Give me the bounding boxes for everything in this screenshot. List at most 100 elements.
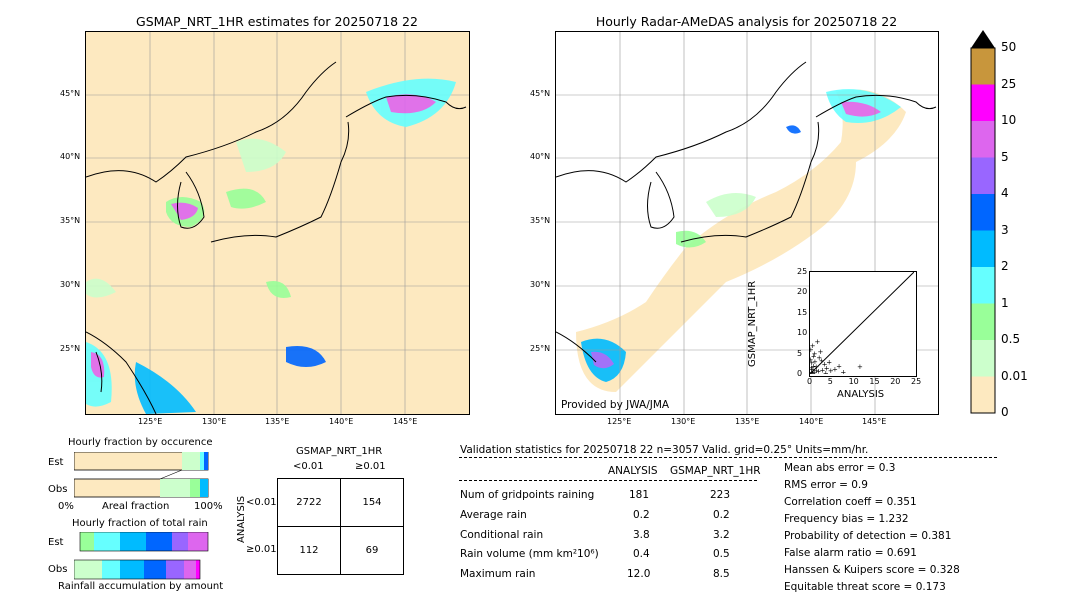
scatter-point: + [826,358,832,366]
left-lat-40: 40°N [60,152,81,161]
colorbar-label: 0.5 [1001,332,1021,346]
scatter-point: + [857,363,863,371]
scatter-ytick: 25 [797,267,808,276]
right-lon-130: 130°E [671,417,696,426]
colorbar-label: 2 [1001,259,1009,273]
left-lat-30: 30°N [60,280,81,289]
scatter-point: + [828,367,834,374]
score-line: RMS error = 0.9 [784,479,868,491]
ct-title: GSMAP_NRT_1HR [296,446,383,457]
colorbar [970,30,996,414]
occ-axis-mid: Areal fraction [102,501,170,512]
left-lat-45: 45°N [60,89,81,98]
colorbar-block [971,267,995,304]
ct-cell: 69 [340,526,404,575]
validation-header: Validation statistics for 20250718 22 n=… [460,444,869,456]
ct-cell: 2722 [277,478,341,527]
scatter-point: + [820,366,826,374]
right-lon-140: 140°E [799,417,824,426]
row-label: Rain volume (mm km²10⁶) [460,548,599,560]
scatter-point: + [840,368,846,374]
row-g: 3.2 [713,529,730,541]
colorbar-block [971,340,995,377]
scatter-xtick: 20 [890,377,901,386]
scatter-point: + [823,369,829,374]
scatter-point: + [810,359,815,367]
colorbar-block [971,121,995,158]
scatter-point: + [810,342,816,350]
scatter-point: + [810,356,813,364]
scatter-ytick: 0 [797,369,803,378]
total-obs-label: Obs [48,564,68,575]
right-map: ++++++++++++++++++++++++++++++ Provided … [555,31,939,415]
ct-cell: 112 [277,526,341,575]
scatter-point: + [810,362,816,370]
score-line: Equitable threat score = 0.173 [784,581,946,593]
colorbar-label: 0 [1001,405,1009,419]
ct-col-2: ≥0.01 [355,461,386,472]
scatter-point: + [811,353,817,361]
table-divider [459,480,757,481]
row-g: 0.2 [713,509,730,521]
scatter-point: + [822,360,828,368]
right-lon-125: 125°E [607,417,632,426]
left-lat-25: 25°N [60,344,81,353]
occ-axis-left: 0% [58,501,74,512]
scatter-point: + [810,364,814,372]
colorbar-block [971,48,995,85]
scatter-point: + [810,346,814,354]
right-lat-30: 30°N [530,280,551,289]
ct-col-1: <0.01 [293,461,324,472]
row-label: Num of gridpoints raining [460,489,595,501]
row-g: 223 [710,489,731,501]
score-line: Hanssen & Kuipers score = 0.328 [784,564,960,576]
score-line: Mean abs error = 0.3 [784,462,896,474]
validation-divider [459,457,997,458]
scatter-point: + [824,364,830,372]
scatter-point: + [814,367,820,374]
scatter-point: + [811,369,817,374]
total-axis-label: Rainfall accumulation by amount [58,581,224,592]
scatter-ylabel: GSMAP_NRT_1HR [747,280,758,367]
colorbar-block [971,157,995,194]
scatter-xtick: 0 [807,377,813,386]
colorbar-label: 4 [1001,186,1009,200]
scatter-point: + [817,348,823,356]
total-title: Hourly fraction of total rain [72,518,208,529]
total-bars [74,532,209,580]
scatter-point: + [832,366,838,374]
scatter-ytick: 5 [797,348,803,358]
left-lon-130: 130°E [202,417,227,426]
diagonal-line [809,271,915,375]
ct-row-1: <0.01 [246,497,277,508]
colorbar-label: 3 [1001,222,1009,237]
colorbar-block [971,376,995,413]
row-a: 0.2 [633,509,650,521]
credit-text: Provided by JWA/JMA [561,399,670,411]
left-map-svg [86,32,469,414]
scatter-point: + [816,354,822,362]
row-a: 3.8 [633,529,650,541]
colorbar-extend [971,30,995,48]
colorbar-label: 25 [1001,76,1017,91]
right-lon-145: 145°E [862,417,887,426]
total-est-label: Est [48,537,64,548]
row-g: 8.5 [713,568,730,580]
row-label: Conditional rain [460,529,544,541]
contingency-table: 2722 154 112 69 [277,478,404,575]
colorbar-block [971,230,995,267]
occ-axis-right: 100% [194,501,223,512]
scatter-ytick: 15 [797,307,808,317]
left-lon-145: 145°E [393,417,418,426]
scatter-xtick: 5 [827,377,833,386]
left-map [85,31,470,415]
right-lat-25: 25°N [530,344,551,353]
scatter-point: + [810,370,816,374]
scatter-point: + [812,350,818,358]
right-map-title: Hourly Radar-AMeDAS analysis for 2025071… [595,14,898,29]
scatter-plot: ++++++++++++++++++++++++++++++ [807,271,915,378]
scatter-point: + [815,368,821,374]
row-label: Maximum rain [460,568,536,580]
right-lon-135: 135°E [735,417,760,426]
right-lat-35: 35°N [530,216,551,225]
